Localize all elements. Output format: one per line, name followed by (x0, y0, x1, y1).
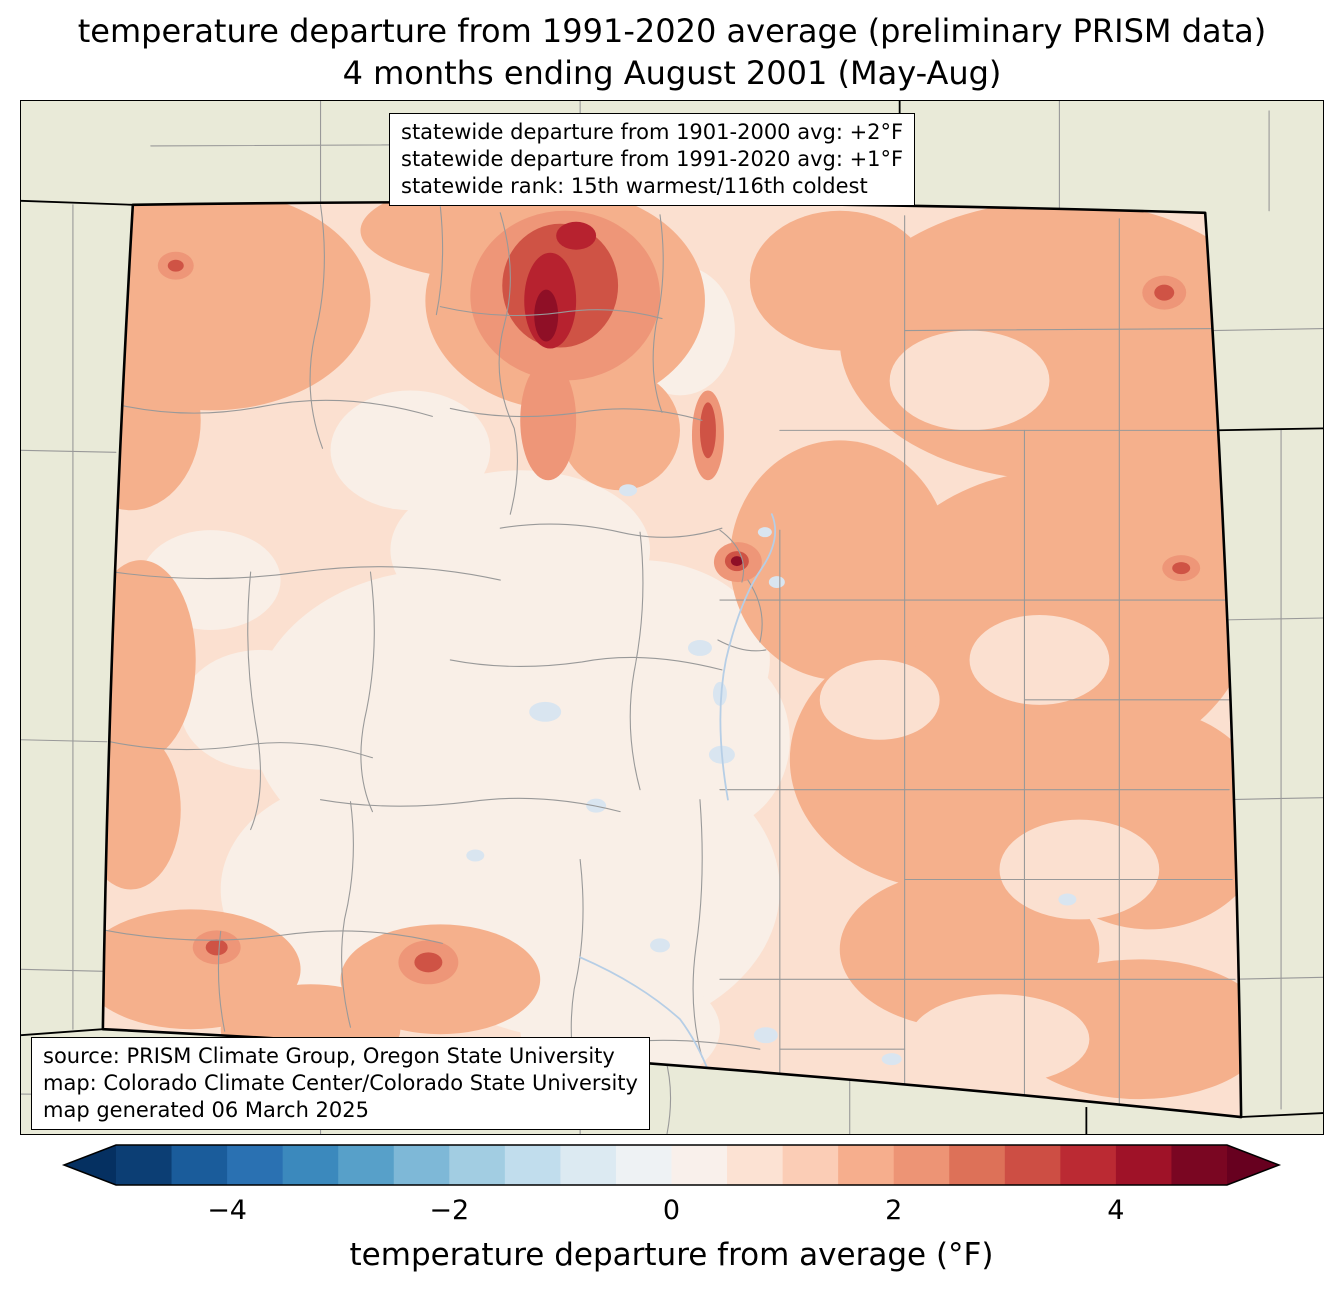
colorbar-segment (393, 1145, 450, 1185)
colorbar-segment (338, 1145, 395, 1185)
colorbar-segment (671, 1145, 728, 1185)
colorbar-ticks: −4 −2 0 2 4 (64, 1195, 1279, 1231)
colorbar-left-arrow (64, 1145, 116, 1185)
colorbar-label: temperature departure from average (°F) (349, 1237, 994, 1273)
colorado-map (21, 101, 1323, 1134)
colorbar-segment (560, 1145, 617, 1185)
colorbar-segment (949, 1145, 1006, 1185)
colorbar-segment (449, 1145, 506, 1185)
colorbar-segment (1060, 1145, 1117, 1185)
county-lines (102, 204, 1236, 1118)
colorbar-segment (504, 1145, 561, 1185)
colorbar-segment (227, 1145, 284, 1185)
colorbar-right-arrow (1227, 1145, 1279, 1185)
colorbar-segment (1004, 1145, 1061, 1185)
source-line-3: map generated 06 March 2025 (43, 1098, 370, 1122)
stats-line-2: statewide departure from 1991-2020 avg: … (401, 147, 904, 171)
statewide-stats-box: statewide departure from 1901-2000 avg: … (389, 113, 916, 206)
colorbar-segment (838, 1145, 895, 1185)
light-patches (819, 330, 1160, 1085)
title-line-2: 4 months ending August 2001 (May-Aug) (342, 54, 1002, 92)
source-box: source: PRISM Climate Group, Oregon Stat… (31, 1037, 650, 1130)
source-line-1: source: PRISM Climate Group, Oregon Stat… (43, 1044, 615, 1068)
colorbar: −4 −2 0 2 4 temperature departure from avera… (61, 1144, 1282, 1295)
colorbar-svg (61, 1144, 1282, 1186)
stats-line-1: statewide departure from 1901-2000 avg: … (401, 120, 904, 144)
colorbar-tick: 0 (662, 1195, 681, 1226)
colorbar-segment (893, 1145, 950, 1185)
colorbar-segment (116, 1145, 173, 1185)
map-frame: statewide departure from 1901-2000 avg: … (20, 100, 1324, 1135)
figure-title: temperature departure from 1991-2020 ave… (0, 10, 1344, 94)
hot-anomaly-spots (157, 210, 1201, 985)
title-line-1: temperature departure from 1991-2020 ave… (77, 12, 1267, 50)
colorbar-segment (615, 1145, 673, 1185)
colorbar-segment (282, 1145, 339, 1185)
colorbar-segment (782, 1145, 839, 1185)
colorbar-tick: −2 (429, 1195, 470, 1226)
cool-spots (466, 484, 1077, 1066)
colorbar-outline (61, 1144, 1282, 1186)
colorbar-segment (727, 1145, 784, 1185)
stats-line-3: statewide rank: 15th warmest/116th colde… (401, 174, 868, 198)
colorbar-segment (1115, 1145, 1173, 1185)
colorado-interior (102, 202, 1242, 1118)
colorbar-tick: 2 (885, 1195, 903, 1226)
source-line-2: map: Colorado Climate Center/Colorado St… (43, 1071, 638, 1095)
colorbar-tick: 4 (1107, 1195, 1125, 1226)
colorbar-tick: −4 (207, 1195, 247, 1226)
colorbar-segment (171, 1145, 228, 1185)
colorbar-segment (1171, 1145, 1228, 1185)
